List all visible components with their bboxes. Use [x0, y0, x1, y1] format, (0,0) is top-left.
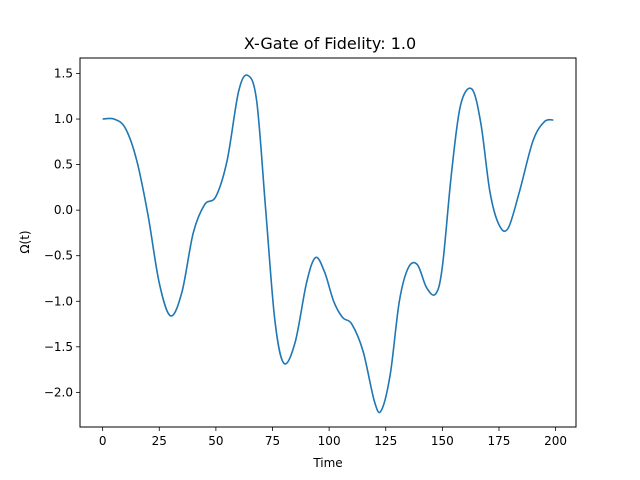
x-axis-label: Time [312, 456, 342, 470]
y-tick-label: 0.0 [54, 203, 73, 217]
x-tick-label: 175 [488, 434, 511, 448]
y-tick-label: 1.0 [54, 112, 73, 126]
y-tick-label: −1.5 [44, 340, 73, 354]
y-axis-label: Ω(t) [18, 230, 32, 253]
series-layer [102, 74, 554, 414]
x-tick-label: 200 [544, 434, 567, 448]
x-tick-label: 0 [99, 434, 107, 448]
x-tick-label: 25 [152, 434, 167, 448]
chart-title: X-Gate of Fidelity: 1.0 [244, 34, 416, 53]
x-tick-label: 50 [208, 434, 223, 448]
x-axis: 0 25 50 75 100 125 150 175 200 [99, 427, 567, 448]
x-tick-label: 125 [374, 434, 397, 448]
y-tick-label: 0.5 [54, 158, 73, 172]
series-line [102, 74, 554, 414]
x-tick-label: 100 [318, 434, 341, 448]
plot-frame [79, 57, 577, 428]
y-tick-label: 1.5 [54, 66, 73, 80]
x-tick-label: 75 [265, 434, 280, 448]
y-tick-label: −1.0 [44, 294, 73, 308]
y-axis: −2.0 −1.5 −1.0 −0.5 0.0 0.5 1.0 1.5 [44, 66, 80, 399]
y-tick-label: −0.5 [44, 249, 73, 263]
x-tick-label: 150 [431, 434, 454, 448]
y-tick-label: −2.0 [44, 385, 73, 399]
